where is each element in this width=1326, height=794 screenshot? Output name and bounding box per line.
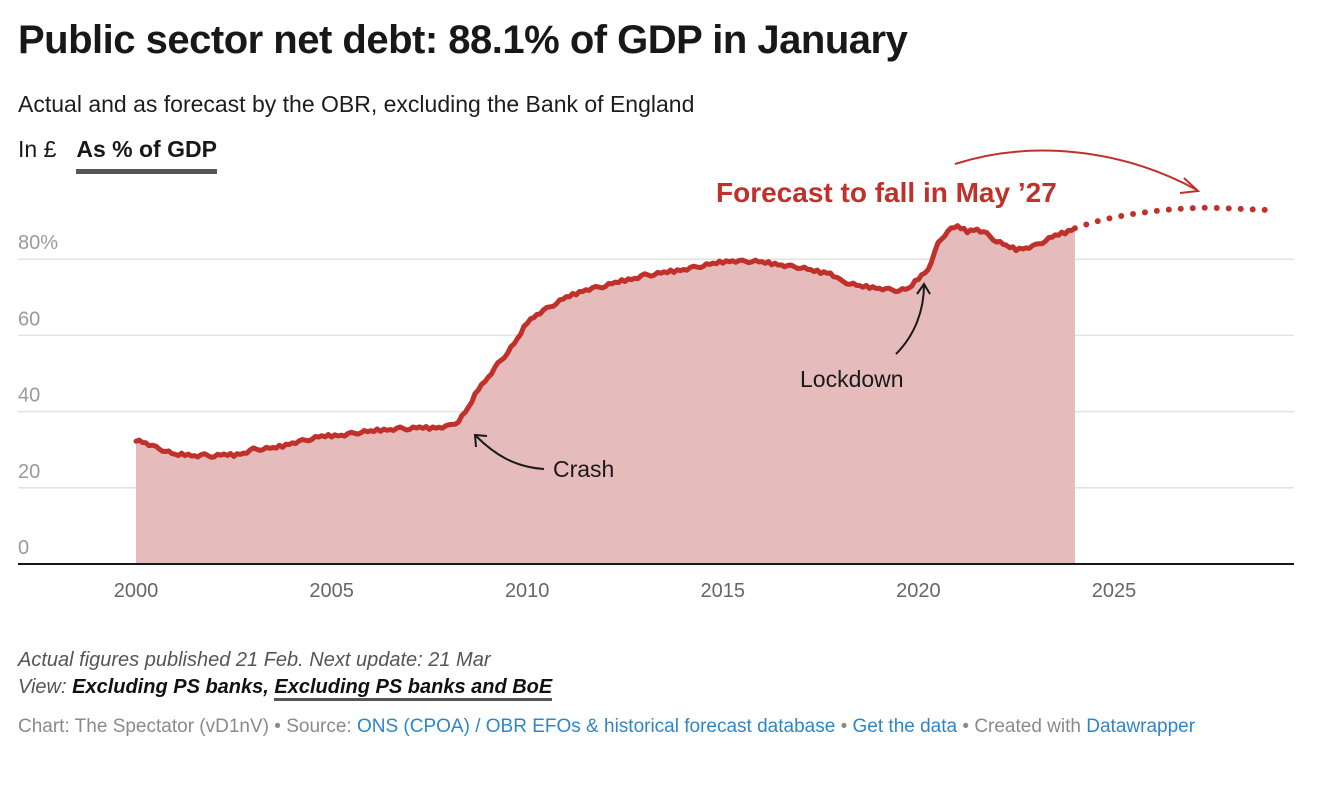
forecast-dotted-line (1071, 204, 1274, 232)
footer-separator: • (957, 716, 975, 737)
y-tick-label: 80% (18, 232, 58, 254)
created-with-label: Created with (974, 716, 1081, 737)
lockdown-arrow-icon (895, 284, 925, 355)
x-tick-label: 2005 (309, 580, 354, 602)
x-axis-labels: 2000 2005 2010 2015 2020 2025 (114, 580, 1137, 602)
crash-arrowhead-icon (473, 433, 488, 448)
forecast-arrow-icon (954, 149, 1198, 191)
source-prefix: Source: (286, 716, 352, 737)
chart-title: Public sector net debt: 88.1% of GDP in … (18, 18, 908, 62)
published-note: Actual figures published 21 Feb. Next up… (18, 649, 491, 671)
view-separator: , (263, 676, 269, 698)
view-excluding-ps-banks-and-boe[interactable]: Excluding PS banks and BoE (274, 676, 553, 701)
x-tick-label: 2010 (505, 580, 550, 602)
view-selector: View: Excluding PS banks, Excluding PS b… (18, 674, 553, 701)
forecast-arrowhead-icon (1179, 177, 1201, 194)
y-tick-label: 0 (18, 537, 29, 559)
source-link[interactable]: ONS (CPOA) / OBR EFOs & historical forec… (356, 716, 836, 737)
chart-footer: Chart: The Spectator (vD1nV) • Source: O… (18, 713, 1258, 741)
y-tick-label: 20 (18, 461, 40, 483)
crash-arrow-icon (475, 435, 545, 470)
actual-area-fill (136, 225, 1075, 564)
x-tick-label: 2015 (701, 580, 746, 602)
chart-notes: Actual figures published 21 Feb. Next up… (18, 647, 553, 701)
chart-credit: Chart: The Spectator (vD1nV) (18, 716, 269, 737)
unit-toggle-group: In £ As % of GDP (18, 136, 217, 174)
x-tick-label: 2000 (114, 580, 159, 602)
chart-area: 0 20 40 60 80% 2000 2005 2010 2015 2020 2025 Fore… (18, 149, 1294, 602)
view-excluding-ps-banks[interactable]: Excluding PS banks (72, 676, 264, 698)
get-the-data-link[interactable]: Get the data (852, 716, 958, 737)
toggle-in-pounds[interactable]: In £ (18, 136, 57, 162)
lockdown-arrowhead-icon (916, 282, 931, 295)
datawrapper-link[interactable]: Datawrapper (1086, 716, 1196, 737)
y-tick-label: 40 (18, 385, 40, 407)
y-axis-labels: 0 20 40 60 80% (18, 232, 58, 559)
actual-debt-line (133, 223, 1078, 460)
forecast-annotation: Forecast to fall in May ’27 (716, 177, 1057, 208)
footer-separator: • (268, 716, 287, 737)
x-tick-label: 2025 (1092, 580, 1137, 602)
lockdown-annotation: Lockdown (800, 366, 904, 392)
footer-separator: • (835, 716, 853, 737)
y-tick-label: 60 (18, 308, 40, 330)
view-prefix: View: (18, 676, 67, 698)
crash-annotation: Crash (553, 456, 614, 482)
toggle-percent-gdp[interactable]: As % of GDP (76, 136, 217, 174)
x-tick-label: 2020 (896, 580, 941, 602)
chart-subtitle: Actual and as forecast by the OBR, exclu… (18, 91, 695, 117)
